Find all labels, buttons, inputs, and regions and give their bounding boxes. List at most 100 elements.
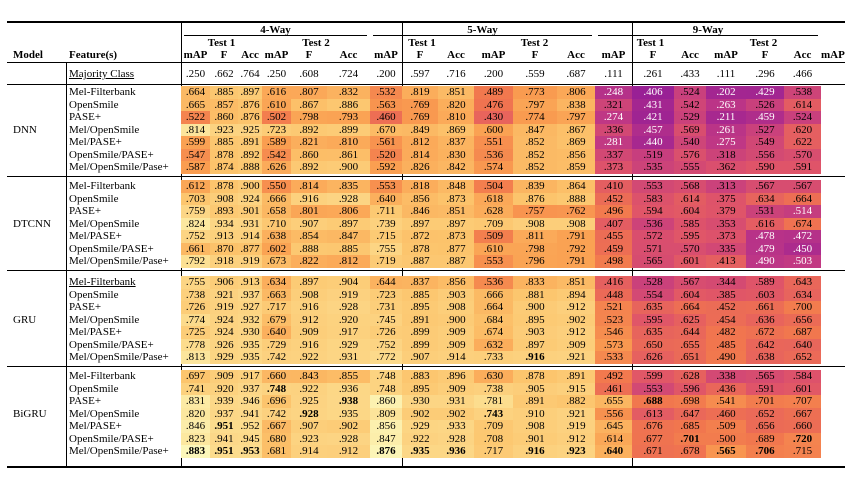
table-cell: .658 — [262, 205, 291, 218]
table-cell: .916 — [291, 192, 327, 206]
table-cell: .652 — [746, 407, 784, 421]
table-cell: .937 — [210, 407, 238, 421]
table-cell: .644 — [370, 276, 402, 289]
majority-cell: .261 — [643, 68, 663, 80]
table-cell: .739 — [370, 217, 402, 231]
feature-label: Mel/OpenSmile/Pase+ — [69, 351, 169, 364]
table-cell: .885 — [327, 242, 370, 256]
table-cell: .924 — [238, 192, 262, 206]
table-cell: .925 — [291, 395, 327, 408]
table-cell: .847 — [370, 432, 402, 446]
table-cell: .599 — [181, 136, 210, 150]
table-cell: .542 — [674, 98, 706, 112]
table-cell: .773 — [513, 86, 557, 99]
table-cell: .920 — [327, 313, 370, 327]
table-cell: .726 — [181, 301, 210, 314]
table-cell: .806 — [327, 205, 370, 218]
feature-label: OpenSmile — [69, 382, 119, 395]
table-cell: .373 — [595, 161, 632, 175]
table-cell: .452 — [706, 301, 746, 314]
table-cell: .953 — [238, 445, 262, 459]
table-cell: .587 — [181, 161, 210, 175]
table-cell: .851 — [438, 205, 474, 218]
table-cell: .867 — [557, 123, 595, 137]
table-cell: .873 — [438, 230, 474, 244]
table-cell: .912 — [557, 326, 595, 340]
metric-header: mAP — [714, 49, 738, 61]
table-cell: .932 — [238, 313, 262, 327]
feature-label: OpenSmile/PASE+ — [69, 432, 154, 445]
table-cell: .878 — [513, 370, 557, 383]
table-cell: .743 — [474, 407, 513, 421]
table-cell: .883 — [402, 370, 438, 383]
table-cell: .941 — [238, 407, 262, 421]
table-cell: .891 — [238, 136, 262, 150]
table-cell: .873 — [438, 192, 474, 206]
table-cell: .492 — [595, 370, 632, 383]
feature-label: PASE+ — [69, 205, 102, 218]
majority-cell: .111 — [716, 68, 736, 80]
feature-label: Mel-Filterbank — [69, 370, 136, 382]
table-cell: .856 — [557, 148, 595, 162]
metric-header: F — [649, 49, 657, 61]
table-cell: .656 — [746, 420, 784, 434]
table-cell: .628 — [674, 370, 706, 383]
table-cell: .745 — [370, 313, 402, 327]
metric-header: mAP — [264, 49, 289, 61]
table-cell: .927 — [238, 301, 262, 314]
table-cell: .874 — [210, 161, 238, 175]
table-cell: .498 — [595, 255, 632, 269]
table-cell: .731 — [370, 301, 402, 314]
feature-label: Mel/OpenSmile — [69, 217, 140, 230]
table-cell: .882 — [557, 395, 595, 408]
table-cell: .636 — [746, 313, 784, 327]
test-header: Test 1 — [636, 37, 665, 49]
table-cell: .772 — [370, 351, 402, 365]
table-cell: .626 — [262, 161, 291, 175]
table-cell: .905 — [513, 382, 557, 396]
table-cell: .450 — [784, 242, 821, 256]
metric-header: mAP — [601, 49, 626, 61]
table-cell: .460 — [370, 111, 402, 124]
table-cell: .930 — [402, 395, 438, 408]
table-cell: .489 — [474, 86, 513, 99]
table-cell: .892 — [291, 161, 327, 175]
table-cell: .826 — [402, 161, 438, 175]
table-cell: .908 — [557, 217, 595, 231]
table-cell: .524 — [784, 111, 821, 124]
table-cell: .643 — [784, 276, 821, 289]
table-cell: .628 — [474, 205, 513, 218]
table-cell: .854 — [291, 230, 327, 244]
table-cell: .551 — [474, 136, 513, 150]
table-cell: .899 — [402, 326, 438, 340]
table-cell: .601 — [784, 382, 821, 396]
table-cell: .700 — [784, 301, 821, 314]
table-cell: .610 — [474, 242, 513, 256]
table-cell: .553 — [632, 382, 674, 396]
table-cell: .553 — [632, 180, 674, 193]
table-cell: .275 — [706, 136, 746, 150]
group-header: 4-Way — [260, 24, 291, 36]
feature-label: Mel/OpenSmile — [69, 407, 140, 420]
table-cell: .820 — [438, 98, 474, 112]
metric-header: F — [531, 49, 539, 61]
table-cell: .914 — [238, 230, 262, 244]
table-cell: .640 — [784, 338, 821, 352]
table-cell: .604 — [674, 205, 706, 218]
table-cell: .914 — [438, 351, 474, 365]
table-cell: .594 — [632, 205, 674, 218]
table-cell: .565 — [632, 255, 674, 269]
table-cell: .914 — [291, 445, 327, 459]
table-cell: .640 — [262, 326, 291, 340]
table-cell: .570 — [674, 242, 706, 256]
table-cell: .603 — [746, 288, 784, 302]
table-cell: .878 — [402, 242, 438, 256]
table-cell: .436 — [706, 382, 746, 396]
table-cell: .781 — [474, 395, 513, 408]
table-cell: .934 — [210, 217, 238, 231]
table-cell: .810 — [438, 111, 474, 124]
feature-label: Mel/OpenSmile/Pase+ — [69, 161, 169, 174]
table-cell: .569 — [674, 123, 706, 137]
table-cell: .459 — [595, 242, 632, 256]
table-cell: .519 — [632, 148, 674, 162]
